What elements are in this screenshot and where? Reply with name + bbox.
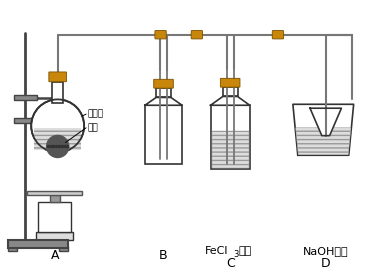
Bar (212, 131, 249, 168)
Bar (14, 118, 37, 123)
Bar (50, 196, 60, 202)
Polygon shape (310, 108, 341, 136)
FancyBboxPatch shape (154, 79, 174, 88)
Text: 铜粉: 铜粉 (87, 123, 98, 132)
Polygon shape (145, 97, 182, 105)
Circle shape (31, 99, 84, 152)
FancyBboxPatch shape (220, 78, 240, 87)
Polygon shape (293, 104, 354, 155)
Polygon shape (211, 97, 250, 105)
Bar (27, 191, 82, 196)
Text: 3: 3 (233, 250, 239, 259)
FancyBboxPatch shape (272, 30, 284, 39)
Text: FeCl: FeCl (205, 246, 228, 256)
FancyBboxPatch shape (49, 72, 67, 82)
Text: A: A (51, 249, 59, 262)
Bar (34, 128, 81, 150)
Text: 溶液: 溶液 (239, 246, 252, 256)
Circle shape (46, 135, 70, 158)
Bar (38, 202, 71, 232)
Bar (59, 246, 68, 251)
Text: D: D (321, 256, 330, 270)
Bar (211, 105, 250, 169)
Bar (52, 82, 63, 103)
Bar (14, 95, 37, 100)
FancyBboxPatch shape (191, 30, 203, 39)
Bar (36, 232, 73, 240)
Bar (145, 105, 182, 164)
Bar (223, 87, 237, 97)
Bar (156, 88, 171, 97)
Polygon shape (296, 128, 351, 155)
Text: 浓硫酸: 浓硫酸 (87, 110, 103, 119)
Bar (8, 240, 68, 248)
Bar (8, 246, 17, 251)
Text: NaOH溶液: NaOH溶液 (303, 246, 349, 256)
FancyBboxPatch shape (155, 30, 166, 39)
Text: C: C (226, 256, 234, 270)
Text: B: B (159, 249, 168, 262)
